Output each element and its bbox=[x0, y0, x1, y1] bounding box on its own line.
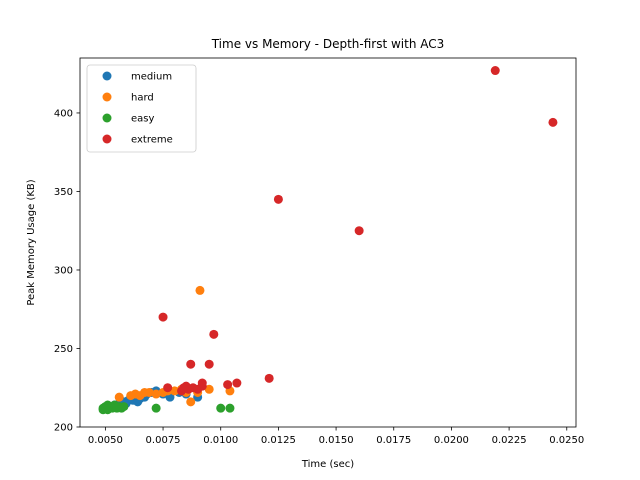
legend-label-hard: hard bbox=[131, 93, 154, 104]
point-extreme bbox=[204, 359, 214, 369]
y-tick-label: 300 bbox=[54, 265, 73, 276]
point-extreme bbox=[354, 226, 364, 236]
point-hard bbox=[186, 397, 196, 407]
point-extreme bbox=[209, 329, 219, 339]
legend-label-easy: easy bbox=[131, 114, 154, 125]
chart-title: Time vs Memory - Depth-first with AC3 bbox=[211, 37, 445, 51]
point-hard bbox=[170, 386, 180, 396]
point-hard bbox=[144, 387, 154, 397]
x-tick-label: 0.0250 bbox=[549, 435, 584, 446]
point-extreme bbox=[158, 312, 168, 322]
legend-marker-extreme bbox=[102, 134, 112, 144]
y-axis-ticks: 200 250 300 350 400 bbox=[54, 108, 80, 434]
x-tick-label: 0.0075 bbox=[146, 435, 181, 446]
x-tick-label: 0.0225 bbox=[492, 435, 527, 446]
point-extreme bbox=[163, 383, 173, 393]
point-extreme bbox=[264, 373, 274, 383]
point-extreme bbox=[273, 194, 283, 204]
series-easy bbox=[98, 400, 235, 415]
point-hard bbox=[195, 285, 205, 295]
legend-marker-hard bbox=[102, 92, 112, 102]
point-extreme bbox=[490, 66, 500, 76]
x-tick-label: 0.0100 bbox=[203, 435, 238, 446]
series-extreme bbox=[158, 66, 558, 396]
x-axis-ticks: 0.0050 0.0075 0.0100 0.0125 0.0150 0.0175 0.02… bbox=[88, 427, 584, 446]
point-extreme bbox=[223, 380, 233, 390]
legend-label-extreme: extreme bbox=[131, 135, 173, 146]
legend-box bbox=[86, 64, 197, 153]
x-tick-label: 0.0150 bbox=[319, 435, 354, 446]
point-hard bbox=[114, 392, 124, 402]
point-easy bbox=[119, 402, 129, 412]
y-tick-label: 200 bbox=[54, 423, 73, 434]
point-hard bbox=[151, 389, 161, 399]
x-tick-label: 0.0125 bbox=[261, 435, 296, 446]
data-points bbox=[98, 66, 558, 415]
plot-frame bbox=[79, 57, 577, 428]
point-extreme bbox=[186, 359, 196, 369]
legend-marker-medium bbox=[102, 71, 112, 81]
x-tick-label: 0.0050 bbox=[88, 435, 123, 446]
series-hard bbox=[114, 285, 235, 407]
point-extreme bbox=[548, 117, 558, 127]
y-tick-label: 400 bbox=[54, 108, 73, 119]
x-tick-label: 0.0175 bbox=[376, 435, 411, 446]
point-extreme bbox=[197, 378, 207, 388]
y-axis-label: Peak Memory Usage (KB) bbox=[26, 179, 37, 305]
legend-label-medium: medium bbox=[131, 72, 172, 83]
x-tick-label: 0.0200 bbox=[434, 435, 469, 446]
legend-marker-easy bbox=[102, 113, 112, 123]
y-tick-label: 350 bbox=[54, 187, 73, 198]
y-tick-label: 250 bbox=[54, 344, 73, 355]
point-hard bbox=[204, 384, 214, 394]
point-easy bbox=[216, 403, 226, 413]
point-extreme bbox=[232, 378, 242, 388]
point-easy bbox=[225, 403, 235, 413]
x-axis-label: Time (sec) bbox=[301, 459, 354, 470]
point-easy bbox=[151, 403, 161, 413]
legend: medium hard easy extreme bbox=[86, 64, 197, 153]
